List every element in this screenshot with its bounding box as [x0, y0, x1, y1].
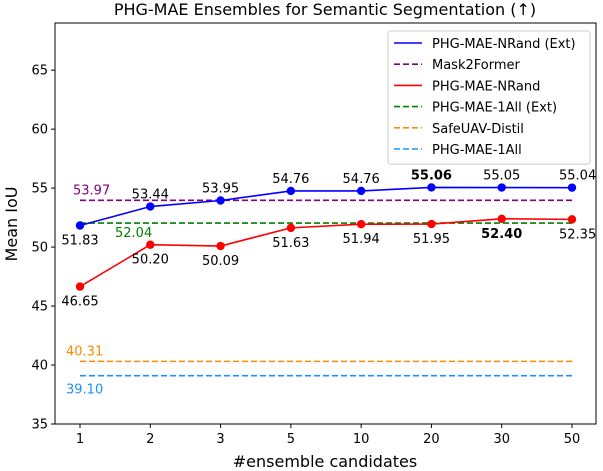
x-tick-label: 10	[353, 432, 370, 447]
baseline-value-label: 39.10	[66, 383, 103, 398]
plot-frame	[54, 22, 597, 425]
data-point	[427, 183, 436, 192]
data-point	[216, 196, 225, 205]
data-point	[286, 223, 296, 233]
data-label: 51.94	[343, 232, 380, 247]
x-tick-label: 2	[146, 432, 154, 447]
x-tick-label: 3	[216, 432, 224, 447]
data-point	[567, 215, 577, 224]
data-point	[216, 241, 225, 251]
data-label: 53.44	[132, 188, 169, 203]
data-point	[146, 240, 155, 249]
data-label: 54.76	[343, 172, 380, 187]
data-label: 52.35	[559, 227, 596, 242]
data-label: 55.05	[483, 169, 520, 184]
y-tick-label: 55	[31, 182, 48, 197]
data-label: 50.20	[132, 253, 169, 268]
data-label: 51.63	[272, 236, 309, 251]
legend-entry-label: PHG-MAE-1All	[432, 143, 522, 158]
baseline-value-label: 40.31	[66, 344, 103, 359]
y-tick-label: 40	[31, 359, 48, 374]
x-tick-label: 30	[493, 432, 510, 447]
x-tick-label: 20	[423, 432, 440, 447]
y-tick-label: 65	[31, 64, 48, 79]
data-label: 52.40	[481, 227, 522, 242]
legend-entry-label: PHG-MAE-NRand	[432, 79, 540, 94]
legend-entry-label: Mask2Former	[432, 58, 521, 73]
data-point	[146, 202, 155, 211]
x-axis-label: #ensemble candidates	[233, 452, 417, 471]
series-line-nrand	[79, 217, 573, 288]
data-label: 50.09	[202, 254, 239, 269]
data-label: 51.83	[61, 234, 98, 249]
x-tick-label: 5	[287, 432, 295, 447]
data-point	[497, 183, 506, 192]
data-point	[356, 186, 366, 196]
data-label: 54.76	[272, 172, 309, 187]
legend: PHG-MAE-NRand (Ext) Mask2Former PHG-MAE-NR…	[387, 30, 591, 165]
chart-title: PHG-MAE Ensembles for Semantic Segmentat…	[114, 0, 536, 19]
legend-box	[387, 30, 591, 165]
data-label: 51.95	[413, 232, 450, 247]
series-line-nrand-ext	[79, 186, 573, 227]
series-layer: 51.83 53.44 53.95 54.76 54.76 55.06 55.05 55.04…	[61, 168, 596, 309]
x-tick-label: 1	[76, 432, 84, 447]
data-label: 55.04	[559, 169, 596, 184]
data-point	[567, 183, 577, 192]
legend-entry-label: SafeUAV-Distil	[432, 122, 524, 137]
legend-entry-label: PHG-MAE-NRand (Ext)	[432, 37, 576, 52]
y-tick-label: 35	[31, 418, 48, 433]
y-tick-label: 50	[31, 241, 48, 256]
data-point	[75, 282, 85, 291]
data-point	[356, 220, 366, 229]
data-label: 46.65	[61, 295, 98, 310]
y-tick-label: 60	[31, 123, 48, 138]
y-axis-label: Mean IoU	[2, 187, 21, 262]
baseline-layer: 53.97 52.04 40.31 39.10	[66, 183, 572, 398]
data-point	[75, 221, 85, 230]
baseline-value-label: 52.04	[115, 226, 152, 241]
data-point	[497, 214, 506, 223]
x-tick-label: 50	[564, 432, 581, 447]
baseline-value-label: 53.97	[73, 183, 110, 198]
data-point	[427, 219, 436, 229]
data-point	[286, 186, 296, 196]
data-label: 55.06	[411, 168, 452, 183]
y-tick-label: 45	[31, 300, 48, 315]
data-label: 53.95	[202, 182, 239, 197]
legend-entry-label: PHG-MAE-1All (Ext)	[432, 101, 557, 116]
